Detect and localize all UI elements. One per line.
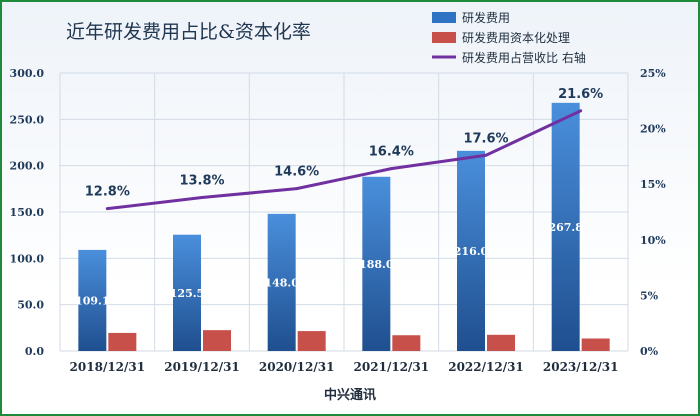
y-left-tick-label: 0.0 xyxy=(25,345,44,358)
ratio-value-label: 21.6% xyxy=(558,87,603,102)
ratio-point xyxy=(295,187,299,191)
ratio-line: 12.8% 13.8% 14.6% 16.4% 17.6% 21.6% xyxy=(85,87,603,211)
y-right-tick-label: 5% xyxy=(640,289,659,302)
y-left-tick-label: 100.0 xyxy=(10,252,45,265)
x-category-label: 2020/12/31 xyxy=(259,360,335,374)
gridlines xyxy=(59,72,629,352)
bar-rd-expense xyxy=(362,176,391,351)
y-right-tick-label: 10% xyxy=(640,234,666,247)
bar-capitalized xyxy=(297,331,326,351)
x-category-label: 2021/12/31 xyxy=(354,360,430,374)
ratio-value-label: 12.8% xyxy=(85,185,130,200)
y-left-tick-label: 300.0 xyxy=(10,67,45,80)
bar-value-label: 267.8 xyxy=(548,221,583,234)
legend: 研发费用 研发费用资本化处理 研发费用占营收比 右轴 xyxy=(432,10,586,65)
ratio-point xyxy=(579,109,583,113)
bars: 109.1 125.5 148.0 188.0 216.0 267.8 xyxy=(75,102,610,351)
ratio-value-label: 17.6% xyxy=(463,131,508,146)
legend-label-ratio: 研发费用占营收比 右轴 xyxy=(462,50,586,65)
bar-value-label: 125.5 xyxy=(170,287,204,300)
x-category-label: 2022/12/31 xyxy=(448,360,524,374)
bar-rd-expense xyxy=(78,249,107,351)
y-left-tick-label: 150.0 xyxy=(10,206,45,219)
bar-rd-expense xyxy=(457,150,485,351)
y-right-tick-label: 15% xyxy=(640,178,666,191)
y-left-tick-label: 200.0 xyxy=(10,160,45,173)
bar-rd-expense xyxy=(551,102,580,351)
legend-swatch-rd-expense xyxy=(432,12,456,23)
legend-swatch-capitalized xyxy=(432,32,456,43)
ratio-value-label: 16.4% xyxy=(369,145,414,160)
bar-value-label: 148.0 xyxy=(264,276,299,289)
x-category-label: 2023/12/31 xyxy=(543,360,619,374)
x-axis-label: 中兴通讯 xyxy=(324,387,376,403)
ratio-point xyxy=(484,153,488,157)
chart-title: 近年研发费用占比&资本化率 xyxy=(66,21,311,43)
bar-capitalized xyxy=(487,334,515,351)
y-left-tick-label: 250.0 xyxy=(10,113,45,126)
x-category-label: 2019/12/31 xyxy=(164,360,240,374)
ratio-value-label: 13.8% xyxy=(179,174,224,189)
ratio-line-path xyxy=(107,109,582,211)
bar-rd-expense xyxy=(173,234,201,351)
y-axis-left: 0.0 50.0 100.0 150.0 200.0 250.0 300.0 xyxy=(10,67,45,358)
bar-rd-expense xyxy=(267,213,296,351)
bar-value-label: 109.1 xyxy=(75,294,109,307)
ratio-point xyxy=(389,167,393,171)
y-right-tick-label: 20% xyxy=(640,123,666,136)
bar-capitalized xyxy=(108,332,137,351)
ratio-point xyxy=(200,196,204,200)
y-axis-right: 0% 5% 10% 15% 20% 25% xyxy=(640,67,666,358)
y-left-tick-label: 50.0 xyxy=(17,299,44,312)
bar-value-label: 188.0 xyxy=(359,258,394,271)
legend-label-capitalized: 研发费用资本化处理 xyxy=(462,30,570,45)
x-axis-categories: 2018/12/31 2019/12/31 2020/12/31 2021/12/31… xyxy=(70,360,619,374)
bar-capitalized xyxy=(581,338,610,351)
ratio-point xyxy=(105,207,109,211)
bar-capitalized xyxy=(392,335,421,351)
bar-value-label: 216.0 xyxy=(454,245,489,258)
legend-label-rd-expense: 研发费用 xyxy=(462,10,510,25)
y-right-tick-label: 0% xyxy=(640,345,659,358)
bar-capitalized xyxy=(203,330,231,351)
x-category-label: 2018/12/31 xyxy=(70,360,146,374)
ratio-value-label: 14.6% xyxy=(274,165,319,180)
y-right-tick-label: 25% xyxy=(640,67,666,80)
